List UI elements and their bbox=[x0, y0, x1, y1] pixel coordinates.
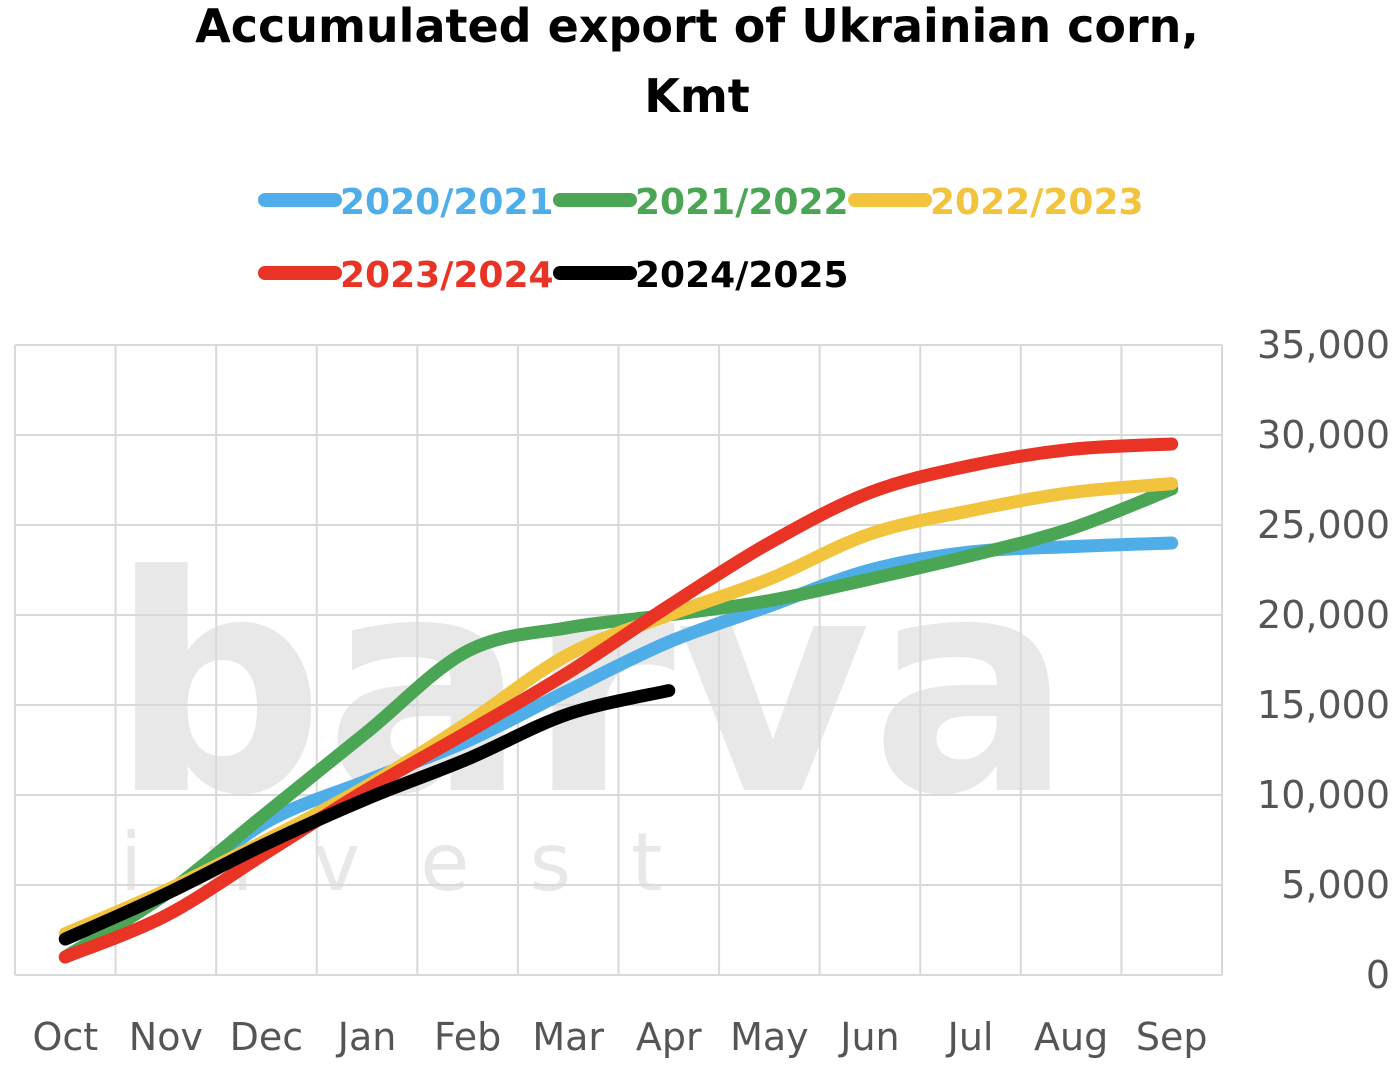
x-tick-label: Aug bbox=[1034, 1015, 1108, 1059]
x-tick-label: Jul bbox=[946, 1015, 994, 1059]
x-tick-label: Nov bbox=[129, 1015, 203, 1059]
y-tick-label: 10,000 bbox=[1257, 773, 1390, 817]
y-tick-label: 25,000 bbox=[1257, 503, 1390, 547]
y-tick-label: 5,000 bbox=[1281, 863, 1390, 907]
legend: 2020/2021 2021/2022 2022/2023 2023/2024 2024… bbox=[258, 182, 1144, 296]
legend-label: 2021/2022 bbox=[635, 182, 849, 223]
legend-label: 2023/2024 bbox=[340, 255, 554, 296]
x-tick-label: Apr bbox=[636, 1015, 702, 1059]
series-line bbox=[58, 482, 1179, 964]
chart-title: Accumulated export of Ukrainian corn, bbox=[195, 0, 1199, 53]
legend-label: 2020/2021 bbox=[340, 182, 554, 223]
series-line bbox=[58, 437, 1179, 964]
y-tick-label: 0 bbox=[1366, 953, 1390, 997]
legend-label: 2024/2025 bbox=[635, 255, 849, 296]
y-tick-label: 35,000 bbox=[1257, 323, 1390, 367]
x-tick-label: Sep bbox=[1136, 1015, 1208, 1059]
x-tick-label: Jun bbox=[838, 1015, 899, 1059]
y-tick-label: 15,000 bbox=[1257, 683, 1390, 727]
series-line bbox=[58, 684, 676, 946]
x-tick-label: Feb bbox=[434, 1015, 501, 1059]
y-tick-label: 20,000 bbox=[1257, 593, 1390, 637]
grid: 0 5,000 10,000 15,000 20,000 25,000 30,000 35,0… bbox=[14, 323, 1390, 1059]
x-tick-label: Oct bbox=[32, 1015, 98, 1059]
x-tick-label: Jan bbox=[336, 1015, 397, 1059]
x-tick-label: May bbox=[730, 1015, 809, 1059]
y-tick-label: 30,000 bbox=[1257, 413, 1390, 457]
lines bbox=[58, 437, 1179, 964]
x-tick-label: Dec bbox=[230, 1015, 304, 1059]
x-tick-label: Mar bbox=[532, 1015, 604, 1059]
legend-label: 2022/2023 bbox=[930, 182, 1144, 223]
chart-title: Kmt bbox=[644, 69, 750, 123]
